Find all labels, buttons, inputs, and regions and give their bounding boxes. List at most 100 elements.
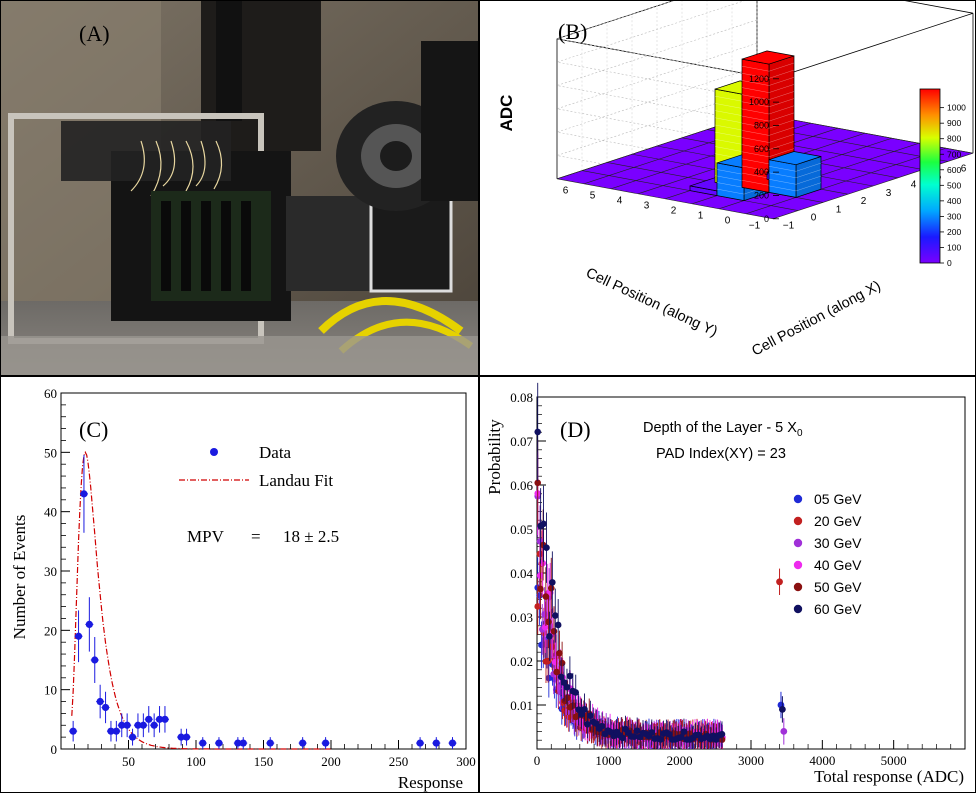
landau-fit-curve bbox=[71, 450, 331, 750]
colorbar-tick-label: 700 bbox=[947, 149, 961, 159]
d-y-tick-label: 0.04 bbox=[510, 566, 533, 581]
c-ylabel: Number of Events bbox=[10, 515, 29, 640]
c-mpv-label: MPV bbox=[187, 527, 225, 546]
panel-d-label: (D) bbox=[560, 417, 591, 442]
probability-chart: 0.01 0.02 0.03 0.04 0.05 0.06 0.07 0.08 0 1000 200… bbox=[485, 382, 966, 786]
b-y-tick-label: 4 bbox=[617, 195, 623, 206]
c-data-point bbox=[198, 737, 207, 749]
b-y-tick-label: 5 bbox=[590, 190, 596, 201]
c-data-point bbox=[133, 713, 142, 738]
c-data-point bbox=[101, 691, 110, 724]
c-legend-data-marker bbox=[210, 448, 218, 456]
b-z-tick-label: 0 bbox=[764, 214, 769, 224]
d-legend-label: 30 GeV bbox=[814, 535, 862, 551]
c-mpv-eq: = bbox=[251, 527, 261, 546]
c-data-point bbox=[160, 706, 169, 733]
d-legend-marker bbox=[793, 516, 803, 526]
b-x-tick-label: 4 bbox=[911, 180, 917, 191]
detector-photo bbox=[1, 1, 478, 375]
c-data-point bbox=[139, 713, 148, 738]
landau-chart: 0 10 20 30 40 50 60 50 100 150 200 250 300 Number of… bbox=[10, 386, 476, 792]
b-gridline bbox=[556, 1, 774, 80]
d-xlabel: Total response (ADC) bbox=[814, 767, 964, 786]
b-top-frame bbox=[556, 1, 974, 80]
c-data-point bbox=[298, 737, 307, 749]
b-z-tick-label: 400 bbox=[754, 167, 769, 177]
c-y-tick-label: 10 bbox=[44, 683, 57, 698]
c-y-tick-label: 30 bbox=[44, 564, 57, 579]
b-xlabel: Cell Position (along X) bbox=[749, 278, 883, 359]
b-z-tick-label: 1200 bbox=[749, 74, 769, 84]
d-legend-label: 60 GeV bbox=[814, 601, 862, 617]
c-data-point bbox=[96, 684, 105, 719]
d-legend-label: 50 GeV bbox=[814, 579, 862, 595]
d-title-line1: Depth of the Layer - 5 X0 bbox=[643, 420, 803, 439]
b-floor-grid bbox=[745, 147, 947, 215]
colorbar-tick-label: 900 bbox=[947, 118, 961, 128]
c-data-point bbox=[144, 706, 153, 733]
c-data-point bbox=[416, 737, 425, 749]
d-title-line2: PAD Index(XY) = 23 bbox=[656, 446, 786, 462]
b-x-tick-label: −1 bbox=[783, 221, 795, 232]
b-y-tick-label: 3 bbox=[644, 200, 650, 211]
c-data-point bbox=[117, 713, 126, 738]
d-y-tick-label: 0.03 bbox=[510, 610, 533, 625]
panel-b-3d-chart: 020040060080010001200−101234566543210−1 … bbox=[479, 0, 976, 376]
colorbar-tick-label: 600 bbox=[947, 165, 961, 175]
panel-a-label: (A) bbox=[79, 21, 110, 46]
d-series bbox=[534, 519, 726, 749]
c-x-tick-label: 250 bbox=[389, 754, 409, 769]
d-spike-points bbox=[776, 568, 788, 745]
d-legend-marker bbox=[793, 538, 803, 548]
c-data-point bbox=[112, 720, 121, 742]
c-y-tick-label: 20 bbox=[44, 623, 57, 638]
b-y-tick-label: 6 bbox=[563, 185, 569, 196]
c-legend-data: Data bbox=[259, 443, 292, 462]
c-data-point bbox=[448, 737, 457, 749]
b-x-tick-label: 0 bbox=[811, 213, 817, 224]
panel-b-label: (B) bbox=[558, 19, 588, 44]
d-x-tick-label: 5000 bbox=[881, 753, 907, 768]
c-data-point bbox=[90, 637, 99, 683]
d-x-tick-label: 1000 bbox=[595, 753, 621, 768]
b-x-tick-label: 1 bbox=[836, 204, 842, 215]
c-data-point bbox=[266, 737, 275, 749]
b-gridline bbox=[556, 1, 774, 103]
c-data-point bbox=[432, 737, 441, 749]
c-x-tick-label: 150 bbox=[254, 754, 274, 769]
b-y-tick-label: −1 bbox=[749, 220, 761, 231]
lego-plot: 020040060080010001200−101234566543210−1 … bbox=[497, 1, 974, 360]
d-x-tick-label: 0 bbox=[534, 753, 541, 768]
c-data-point bbox=[214, 737, 223, 749]
panel-d-chart: 0.01 0.02 0.03 0.04 0.05 0.06 0.07 0.08 0 1000 200… bbox=[479, 376, 976, 793]
b-zlabel: ADC bbox=[497, 95, 516, 132]
colorbar-tick-label: 0 bbox=[947, 258, 952, 268]
c-x-tick-label: 100 bbox=[186, 754, 206, 769]
b-ylabel: Cell Position (along Y) bbox=[583, 265, 720, 340]
colorbar-tick-label: 500 bbox=[947, 180, 961, 190]
c-x-tick-label: 50 bbox=[122, 754, 135, 769]
b-y-tick-label: 2 bbox=[671, 205, 677, 216]
b-x-tick-label: 6 bbox=[961, 163, 967, 174]
c-x-tick-label: 200 bbox=[321, 754, 341, 769]
d-legend-label: 40 GeV bbox=[814, 557, 862, 573]
d-y-tick-label: 0.08 bbox=[510, 390, 533, 405]
panel-c-label: (C) bbox=[79, 417, 109, 442]
b-bar bbox=[768, 151, 822, 198]
b-x-tick-label: 2 bbox=[861, 196, 867, 207]
colorbar-tick-label: 400 bbox=[947, 196, 961, 206]
d-series bbox=[534, 382, 726, 749]
colorbar-tick-label: 200 bbox=[947, 227, 961, 237]
c-data-point bbox=[79, 454, 88, 533]
b-z-tick-label: 600 bbox=[754, 144, 769, 154]
d-y-tick-label: 0.05 bbox=[510, 522, 533, 537]
c-data-point bbox=[155, 706, 164, 733]
c-y-tick-label: 50 bbox=[44, 445, 57, 460]
c-data-point bbox=[182, 728, 191, 746]
b-y-tick-label: 0 bbox=[725, 215, 731, 226]
c-data-point bbox=[321, 737, 330, 749]
d-x-tick-label: 4000 bbox=[809, 753, 835, 768]
d-legend-marker bbox=[793, 604, 803, 614]
d-series bbox=[534, 439, 726, 749]
d-y-tick-label: 0.06 bbox=[510, 478, 533, 493]
